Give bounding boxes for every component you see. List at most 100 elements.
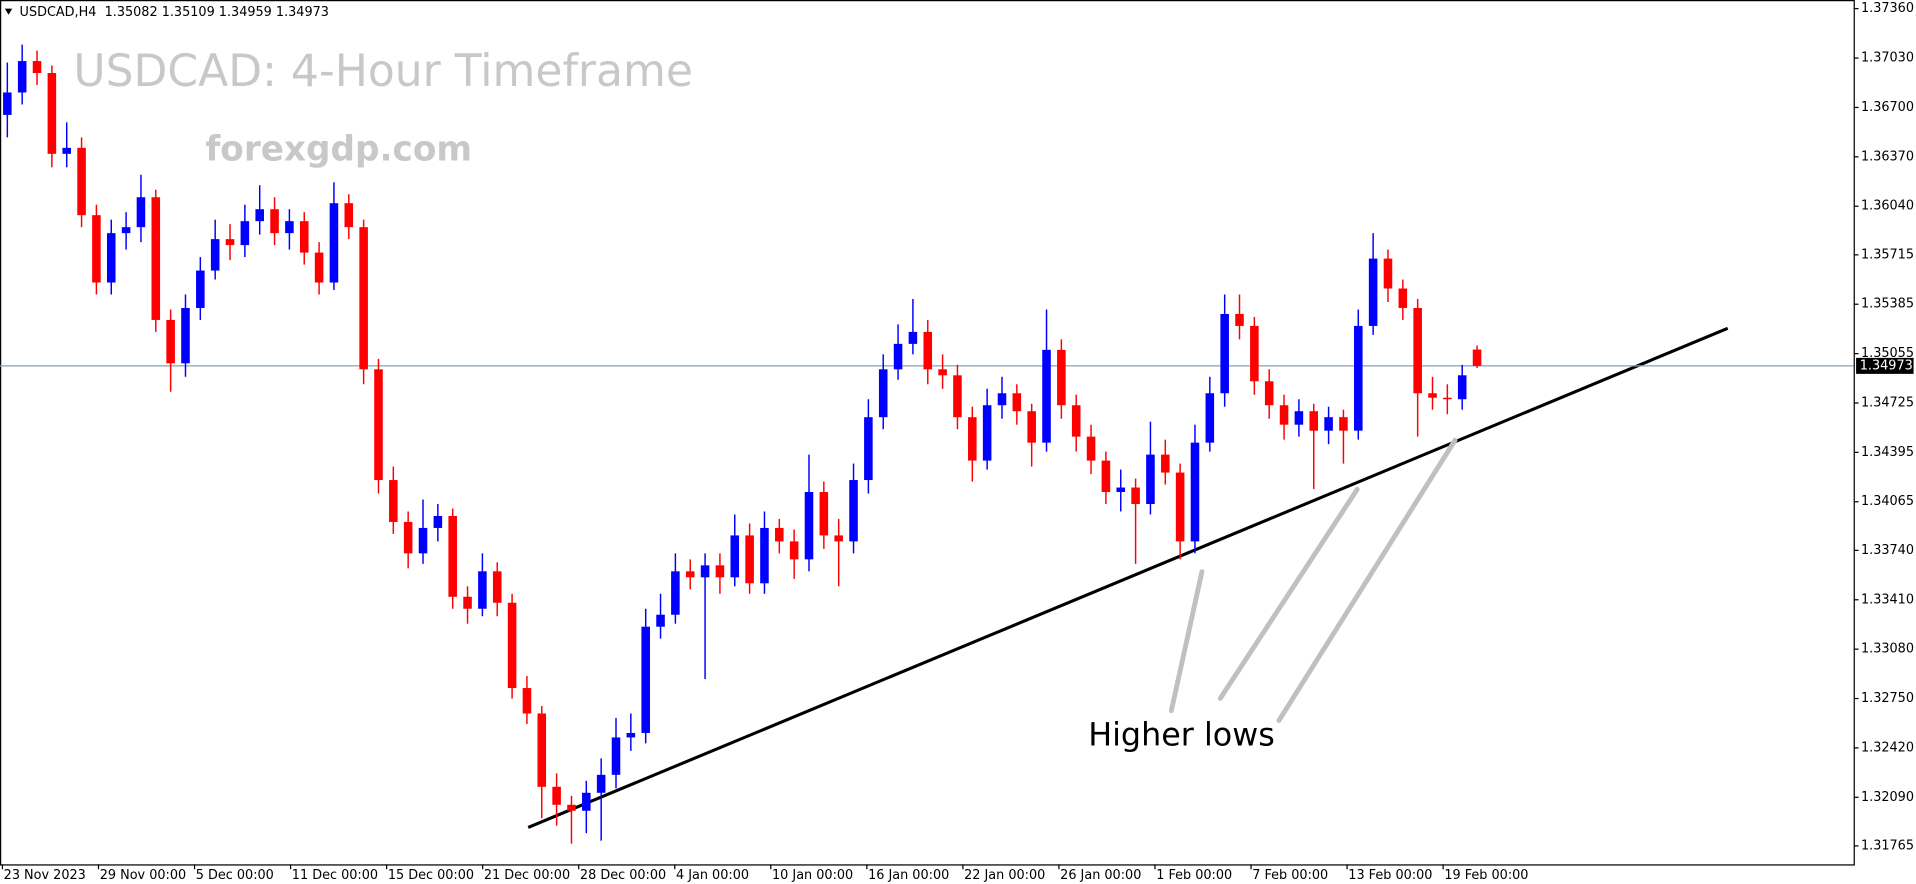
candle-body bbox=[1116, 487, 1126, 493]
candle-body bbox=[522, 688, 532, 714]
candle-body bbox=[552, 786, 561, 805]
candle-body bbox=[299, 221, 309, 253]
x-tick-label: 11 Dec 00:00 bbox=[292, 868, 378, 883]
candle-body bbox=[1428, 393, 1437, 398]
x-tick-label: 16 Jan 00:00 bbox=[868, 868, 949, 883]
candle-body bbox=[151, 197, 161, 320]
pointer-line bbox=[1168, 569, 1205, 714]
y-tick-label: 1.35385 bbox=[1861, 297, 1914, 312]
candle-body bbox=[106, 233, 116, 283]
y-tick-label: 1.32090 bbox=[1861, 790, 1914, 805]
x-tick-label: 26 Jan 00:00 bbox=[1060, 868, 1141, 883]
candle-body bbox=[730, 535, 740, 578]
candle-body bbox=[789, 541, 799, 560]
candle-body bbox=[314, 252, 324, 283]
x-tick-label: 5 Dec 00:00 bbox=[196, 868, 274, 883]
candle-body bbox=[700, 565, 710, 578]
candle-body bbox=[77, 147, 86, 216]
candle-body bbox=[1368, 258, 1378, 326]
candle-body bbox=[92, 215, 101, 283]
candle-body bbox=[1175, 472, 1185, 542]
candle-body bbox=[923, 331, 933, 370]
candle-body bbox=[17, 61, 27, 93]
candle-body bbox=[240, 221, 250, 246]
x-tick-label: 22 Jan 00:00 bbox=[964, 868, 1045, 883]
trendline bbox=[527, 326, 1729, 829]
candle-body bbox=[641, 626, 650, 733]
x-tick-label: 23 Nov 2023 bbox=[4, 868, 86, 883]
candle-body bbox=[1220, 313, 1229, 394]
candle-body bbox=[210, 239, 220, 271]
pointer-line bbox=[1217, 486, 1360, 701]
candle-body bbox=[804, 492, 814, 560]
candle-body bbox=[1354, 325, 1363, 431]
y-tick-label: 1.35715 bbox=[1861, 247, 1914, 262]
candle-body bbox=[374, 369, 383, 481]
candle-body bbox=[1398, 288, 1408, 308]
candle-body bbox=[492, 571, 502, 603]
candle-body bbox=[1012, 393, 1022, 412]
y-tick-label: 1.34395 bbox=[1861, 445, 1914, 460]
candle-body bbox=[225, 239, 235, 246]
candle-body bbox=[1294, 411, 1304, 425]
pointer-line bbox=[1276, 437, 1458, 723]
candle-body bbox=[715, 565, 725, 578]
candle-body bbox=[1101, 460, 1111, 493]
x-tick-label: 13 Feb 00:00 bbox=[1348, 868, 1432, 883]
y-tick-label: 1.35055 bbox=[1861, 346, 1914, 361]
y-tick-label: 1.33740 bbox=[1861, 543, 1914, 558]
candle-body bbox=[537, 713, 547, 787]
candle-body bbox=[1413, 307, 1422, 394]
candle-body bbox=[1042, 349, 1051, 443]
candle-body bbox=[685, 571, 695, 578]
menu-triangle bbox=[4, 8, 13, 15]
y-tick-label: 1.34065 bbox=[1861, 494, 1914, 509]
y-tick-label: 1.32420 bbox=[1861, 740, 1914, 755]
candle-body bbox=[1250, 325, 1259, 382]
candle-body bbox=[1205, 393, 1215, 443]
x-tick-label: 4 Jan 00:00 bbox=[676, 868, 749, 883]
y-tick-label: 1.37030 bbox=[1861, 51, 1914, 66]
x-tick-label: 28 Dec 00:00 bbox=[580, 868, 666, 883]
candle-body bbox=[1235, 313, 1244, 326]
candle-body bbox=[344, 203, 354, 228]
candle-body bbox=[1339, 417, 1348, 431]
y-tick-label: 1.36370 bbox=[1861, 149, 1914, 164]
symbol-info: USDCAD,H4 1.35082 1.35109 1.34959 1.3497… bbox=[20, 5, 329, 20]
candle-body bbox=[463, 596, 472, 609]
candle-body bbox=[359, 227, 368, 370]
candle-body bbox=[1131, 487, 1140, 504]
candle-body bbox=[1457, 375, 1467, 400]
candle-body bbox=[329, 203, 339, 283]
candle-body bbox=[1472, 349, 1482, 366]
x-tick-label: 29 Nov 00:00 bbox=[100, 868, 186, 883]
candle-body bbox=[47, 73, 57, 154]
candle-body bbox=[997, 393, 1007, 406]
candle-body bbox=[775, 527, 784, 542]
candle-body bbox=[968, 417, 977, 461]
plot-frame bbox=[0, 0, 1855, 866]
candle-body bbox=[1443, 397, 1452, 400]
candle-body bbox=[389, 480, 398, 522]
candle-body bbox=[478, 571, 487, 609]
candle-body bbox=[745, 535, 754, 584]
candle-body bbox=[418, 527, 428, 554]
candle-body bbox=[938, 369, 947, 376]
candle-body bbox=[864, 417, 873, 481]
candle-body bbox=[1324, 417, 1333, 431]
candle-body bbox=[1146, 454, 1155, 504]
y-tick-label: 1.33080 bbox=[1861, 642, 1914, 657]
candle-body bbox=[403, 521, 413, 554]
candle-body bbox=[611, 737, 621, 775]
x-tick-label: 19 Feb 00:00 bbox=[1444, 868, 1528, 883]
candle-body bbox=[1279, 405, 1289, 425]
candle-body bbox=[626, 732, 636, 738]
candle-body bbox=[3, 92, 12, 115]
candle-body bbox=[849, 480, 858, 542]
y-tick-label: 1.36040 bbox=[1861, 199, 1914, 214]
candle-body bbox=[1190, 442, 1200, 542]
candle-body bbox=[908, 331, 918, 344]
y-tick-label: 1.37360 bbox=[1861, 1, 1914, 16]
